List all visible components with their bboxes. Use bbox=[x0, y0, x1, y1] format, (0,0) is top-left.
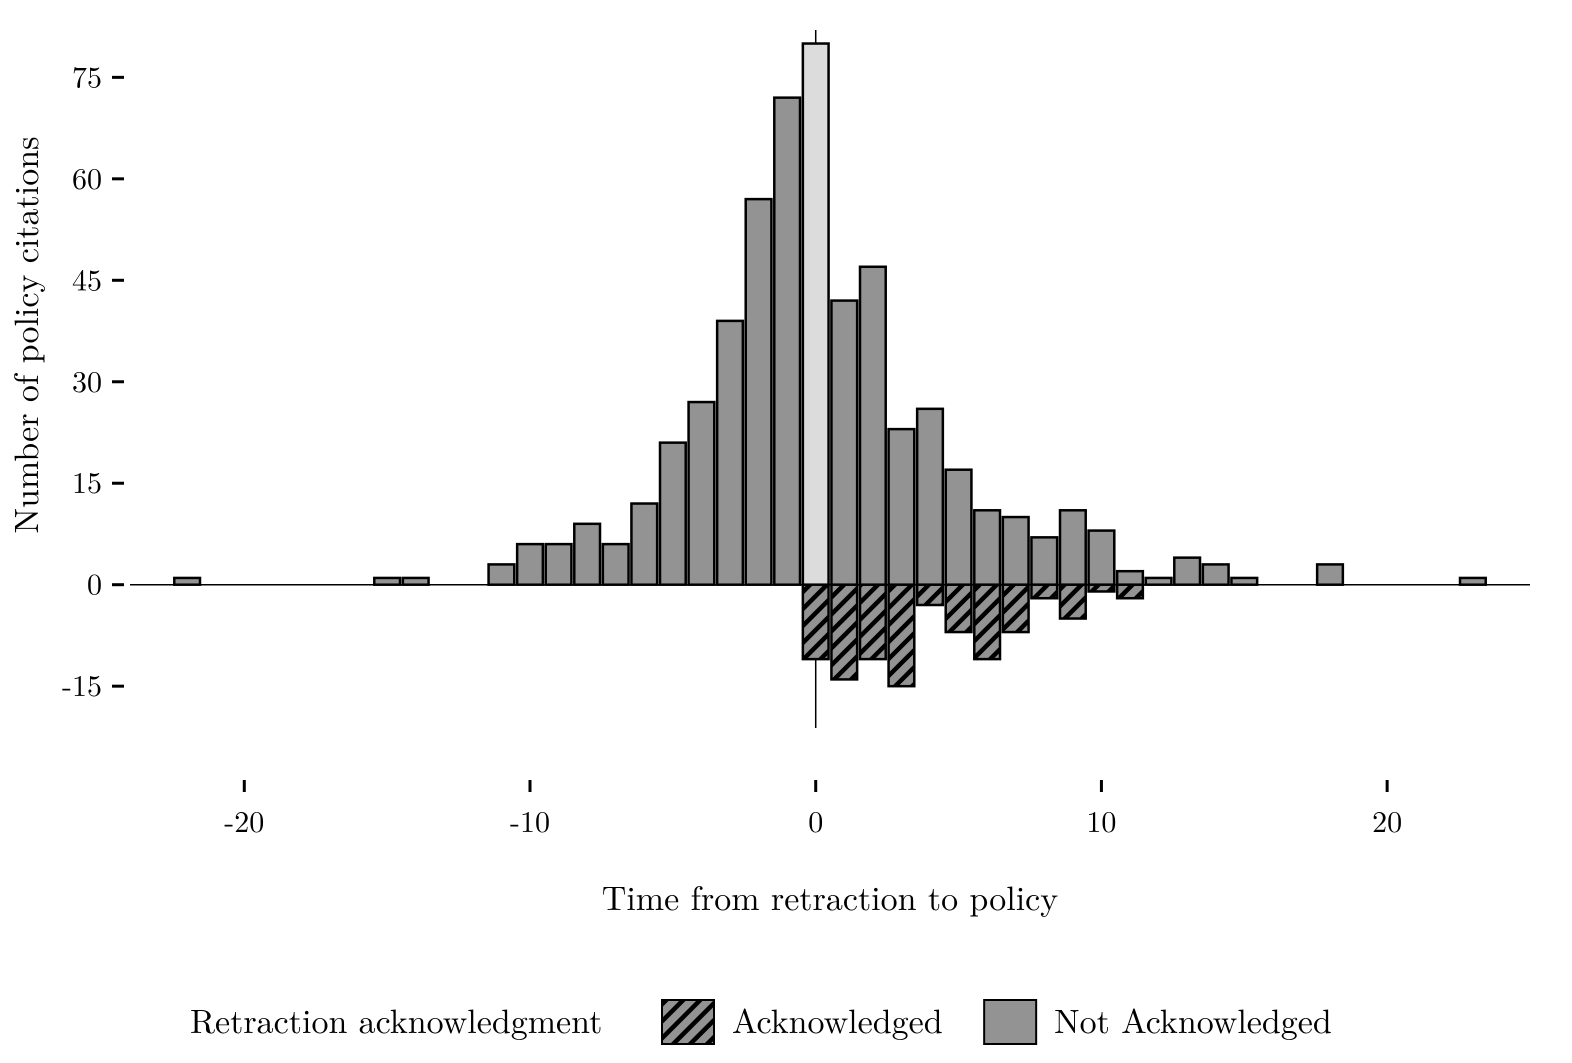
bar-not-ack bbox=[489, 564, 515, 584]
bar-not-ack bbox=[1031, 537, 1057, 584]
bar-not-ack bbox=[917, 409, 943, 585]
legend-label-not-ack: Not Acknowledged bbox=[1054, 995, 1332, 1043]
bar-not-ack bbox=[746, 199, 772, 585]
bar-not-ack bbox=[546, 544, 572, 585]
chart-container: -20 -10 0 10 20 -15 0 15 30 45 60 75 Time from retra… bbox=[0, 0, 1572, 1063]
bar-ack bbox=[946, 585, 972, 632]
y-tick-label: 75 bbox=[72, 53, 102, 96]
bar-not-ack bbox=[374, 578, 400, 585]
citation-histogram: -20 -10 0 10 20 -15 0 15 30 45 60 75 Time from retra… bbox=[0, 0, 1572, 1063]
legend: Retraction acknowledgment Acknowledged Not… bbox=[190, 995, 1332, 1044]
bar-not-ack bbox=[660, 443, 686, 585]
bar-not-ack bbox=[631, 504, 657, 585]
bar-not-ack bbox=[889, 429, 915, 585]
bar-ack bbox=[1060, 585, 1086, 619]
bar-not-ack bbox=[803, 44, 829, 585]
bar-not-ack bbox=[717, 321, 743, 585]
bar-not-ack bbox=[574, 524, 600, 585]
x-tick-label: 20 bbox=[1372, 798, 1402, 841]
y-tick-label: 45 bbox=[72, 256, 102, 299]
bar-ack bbox=[1003, 585, 1029, 632]
bar-not-ack bbox=[946, 470, 972, 585]
y-axis-label: Number of policy citations bbox=[0, 137, 48, 534]
bar-not-ack bbox=[1203, 564, 1229, 584]
legend-swatch-ack bbox=[662, 1000, 714, 1044]
bar-not-ack bbox=[831, 301, 857, 585]
x-tick-label: -20 bbox=[224, 798, 264, 841]
y-tick-label: 15 bbox=[72, 459, 102, 502]
bar-not-ack bbox=[774, 98, 800, 585]
bar-ack bbox=[917, 585, 943, 605]
bar-ack bbox=[803, 585, 829, 659]
bar-not-ack bbox=[974, 510, 1000, 584]
bar-not-ack bbox=[517, 544, 543, 585]
bar-not-ack bbox=[1174, 558, 1200, 585]
bar-ack bbox=[1031, 585, 1057, 599]
bar-not-ack bbox=[1089, 531, 1115, 585]
bar-not-ack bbox=[1060, 510, 1086, 584]
y-tick-label: 30 bbox=[72, 358, 102, 401]
bar-not-ack bbox=[689, 402, 715, 585]
legend-label-ack: Acknowledged bbox=[732, 995, 943, 1043]
bar-not-ack bbox=[1317, 564, 1343, 584]
bar-ack bbox=[1117, 585, 1143, 599]
bar-not-ack bbox=[860, 267, 886, 585]
bars-group bbox=[174, 44, 1485, 687]
bar-ack bbox=[831, 585, 857, 680]
bar-ack bbox=[974, 585, 1000, 659]
x-tick-label: 10 bbox=[1086, 798, 1116, 841]
bar-not-ack bbox=[1146, 578, 1172, 585]
bar-not-ack bbox=[1460, 578, 1486, 585]
bar-not-ack bbox=[1117, 571, 1143, 585]
x-tick-label: -10 bbox=[510, 798, 550, 841]
bar-not-ack bbox=[174, 578, 200, 585]
bar-not-ack bbox=[403, 578, 429, 585]
legend-title: Retraction acknowledgment bbox=[190, 995, 602, 1043]
x-axis-label: Time from retraction to policy bbox=[602, 872, 1058, 920]
bar-ack bbox=[889, 585, 915, 686]
y-tick-label: 0 bbox=[87, 561, 102, 604]
bar-not-ack bbox=[1231, 578, 1257, 585]
bar-not-ack bbox=[1003, 517, 1029, 585]
y-tick-label: -15 bbox=[62, 662, 102, 705]
bar-ack bbox=[860, 585, 886, 659]
bar-ack bbox=[1089, 585, 1115, 592]
bar-not-ack bbox=[603, 544, 629, 585]
legend-swatch-not-ack bbox=[984, 1000, 1036, 1044]
y-tick-label: 60 bbox=[72, 155, 102, 198]
x-tick-label: 0 bbox=[808, 798, 823, 841]
